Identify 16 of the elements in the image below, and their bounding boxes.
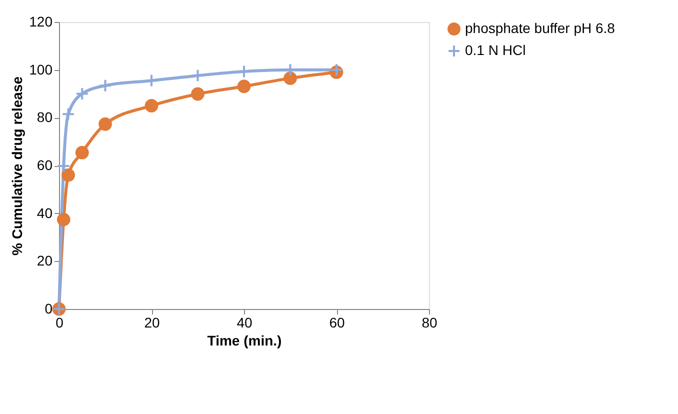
- y-tick-label: 100: [29, 61, 53, 78]
- x-tick-label: 60: [329, 314, 345, 330]
- y-tick-label: 120: [29, 14, 53, 30]
- y-axis-title: % Cumulative drug release: [9, 76, 26, 256]
- x-tick-label: 40: [236, 314, 252, 330]
- legend-label: phosphate buffer pH 6.8: [465, 20, 616, 36]
- x-tick-label: 0: [56, 314, 64, 330]
- legend-label: 0.1 N HCl: [465, 42, 526, 58]
- y-tick-label: 0: [44, 300, 53, 316]
- x-axis-title: Time (min.): [207, 332, 282, 348]
- y-tick-label: 60: [36, 157, 53, 173]
- y-tick-label: 80: [36, 109, 53, 126]
- y-tick-label: 40: [36, 204, 53, 221]
- x-tick-label: 80: [422, 314, 438, 330]
- x-tick-label: 20: [144, 314, 160, 330]
- y-tick-label: 20: [36, 252, 53, 269]
